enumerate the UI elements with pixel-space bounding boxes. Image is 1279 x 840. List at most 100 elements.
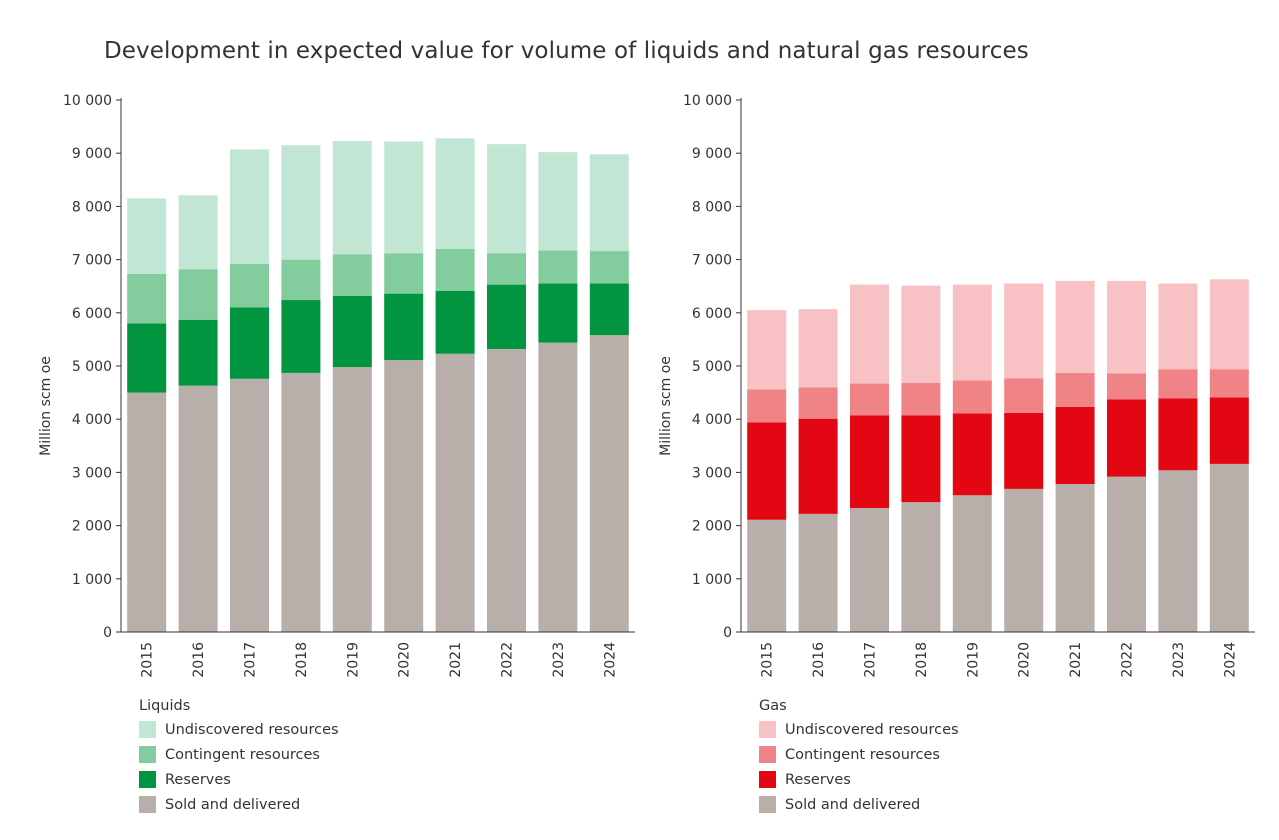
- y-tick-label: 0: [103, 625, 112, 641]
- legend-label: Undiscovered resources: [785, 721, 959, 738]
- x-tick-label: 2019: [965, 642, 981, 678]
- legend-item-contingent: Contingent resources: [759, 742, 959, 767]
- x-tick-label: 2021: [448, 642, 464, 678]
- bar-segment: [435, 353, 475, 632]
- bar-segment: [1004, 488, 1044, 632]
- legend-item-sold: Sold and delivered: [759, 792, 959, 817]
- y-tick-label: 3 000: [72, 465, 112, 481]
- bar-segment: [435, 248, 475, 291]
- bar-segment: [281, 372, 321, 632]
- bar-segment: [384, 141, 424, 254]
- bar-segment: [178, 269, 218, 320]
- bar-segment: [487, 284, 526, 349]
- bar-segment: [747, 389, 787, 423]
- bar-segment: [538, 152, 578, 251]
- bar-segment: [435, 290, 475, 354]
- x-tick-label: 2015: [140, 642, 156, 678]
- bar-segment: [384, 360, 424, 632]
- bar-segment: [1055, 406, 1095, 485]
- bar-segment: [952, 413, 992, 496]
- x-tick-label: 2018: [914, 642, 930, 678]
- bar-segment: [281, 145, 321, 260]
- bar-segment: [230, 263, 269, 308]
- legend-label: Contingent resources: [165, 746, 320, 763]
- liquids-chart: Million scm oe 0 1 000 2 000 3 000 4 000 5 000…: [38, 93, 635, 678]
- legend-swatch: [139, 721, 156, 738]
- legend-label: Reserves: [785, 771, 851, 788]
- bar-segment: [1107, 476, 1146, 632]
- y-tick-label: 4 000: [72, 412, 112, 428]
- bar-segment: [1055, 484, 1095, 632]
- bar-segment: [1209, 463, 1249, 632]
- bar-segment: [1055, 280, 1095, 373]
- bar-segment: [178, 319, 218, 386]
- chart-title: Development in expected value for volume…: [104, 38, 1029, 64]
- bar-segment: [589, 154, 629, 252]
- x-tick-label: 2022: [500, 642, 516, 678]
- y-tick-label: 6 000: [692, 306, 732, 322]
- x-tick-label: 2017: [243, 642, 259, 678]
- legend-label: Sold and delivered: [165, 796, 301, 813]
- bar-segment: [435, 138, 475, 249]
- liquids-legend: Liquids Undiscovered resources Contingen…: [139, 698, 339, 817]
- bar-segment: [952, 495, 992, 632]
- legend-swatch: [139, 746, 156, 763]
- y-axis-label: Million scm oe: [38, 356, 54, 456]
- y-tick-label: 5 000: [72, 359, 112, 375]
- bar-segment: [798, 418, 838, 514]
- bar-segment: [281, 300, 321, 373]
- legend-label: Undiscovered resources: [165, 721, 339, 738]
- bar-segment: [850, 284, 889, 384]
- bar-segment: [538, 250, 578, 284]
- x-tick-label: 2023: [1171, 642, 1187, 678]
- bar-segment: [589, 283, 629, 336]
- y-tick-label: 5 000: [692, 359, 732, 375]
- bar-segment: [1107, 399, 1146, 477]
- legend-title: Gas: [759, 698, 787, 714]
- bar-segment: [230, 149, 269, 264]
- bar-segment: [332, 367, 372, 632]
- bar-segment: [1004, 412, 1044, 489]
- bar-segment: [230, 307, 269, 379]
- bar-segment: [850, 415, 889, 509]
- bar-segment: [1158, 470, 1198, 632]
- y-tick-label: 1 000: [692, 572, 732, 588]
- x-tick-label: 2020: [1017, 642, 1033, 678]
- bar-segment: [589, 335, 629, 632]
- bar-segment: [901, 383, 941, 416]
- bar-segment: [850, 383, 889, 416]
- bar-segment: [589, 251, 629, 284]
- y-tick-label: 8 000: [72, 199, 112, 215]
- x-tick-label: 2017: [863, 642, 879, 678]
- y-tick-label: 10 000: [63, 93, 112, 109]
- y-tick-label: 3 000: [692, 465, 732, 481]
- bar-segment: [384, 293, 424, 361]
- legend-label: Reserves: [165, 771, 231, 788]
- y-tick-label: 4 000: [692, 412, 732, 428]
- bar-segment: [1209, 397, 1249, 464]
- y-tick-label: 10 000: [683, 93, 732, 109]
- bar-segment: [1158, 369, 1198, 399]
- bar-segment: [798, 387, 838, 419]
- legend-item-reserves: Reserves: [139, 767, 339, 792]
- bar-segment: [952, 284, 992, 381]
- x-tick-label: 2018: [294, 642, 310, 678]
- bar-segment: [127, 392, 167, 632]
- bar-segment: [127, 323, 167, 393]
- bar-segment: [487, 253, 526, 285]
- bar-segment: [538, 283, 578, 343]
- bar-segment: [747, 519, 787, 632]
- legend-swatch: [759, 746, 776, 763]
- x-tick-label: 2016: [191, 642, 207, 678]
- bar-segment: [1107, 280, 1146, 374]
- bar-segment: [178, 385, 218, 632]
- bar-segment: [1107, 373, 1146, 400]
- legend-item-reserves: Reserves: [759, 767, 959, 792]
- bar-segment: [332, 295, 372, 368]
- x-tick-label: 2021: [1068, 642, 1084, 678]
- legend-title: Liquids: [139, 698, 191, 714]
- bar-segment: [850, 508, 889, 632]
- bar-segment: [178, 195, 218, 270]
- y-tick-label: 8 000: [692, 199, 732, 215]
- y-tick-label: 9 000: [692, 146, 732, 162]
